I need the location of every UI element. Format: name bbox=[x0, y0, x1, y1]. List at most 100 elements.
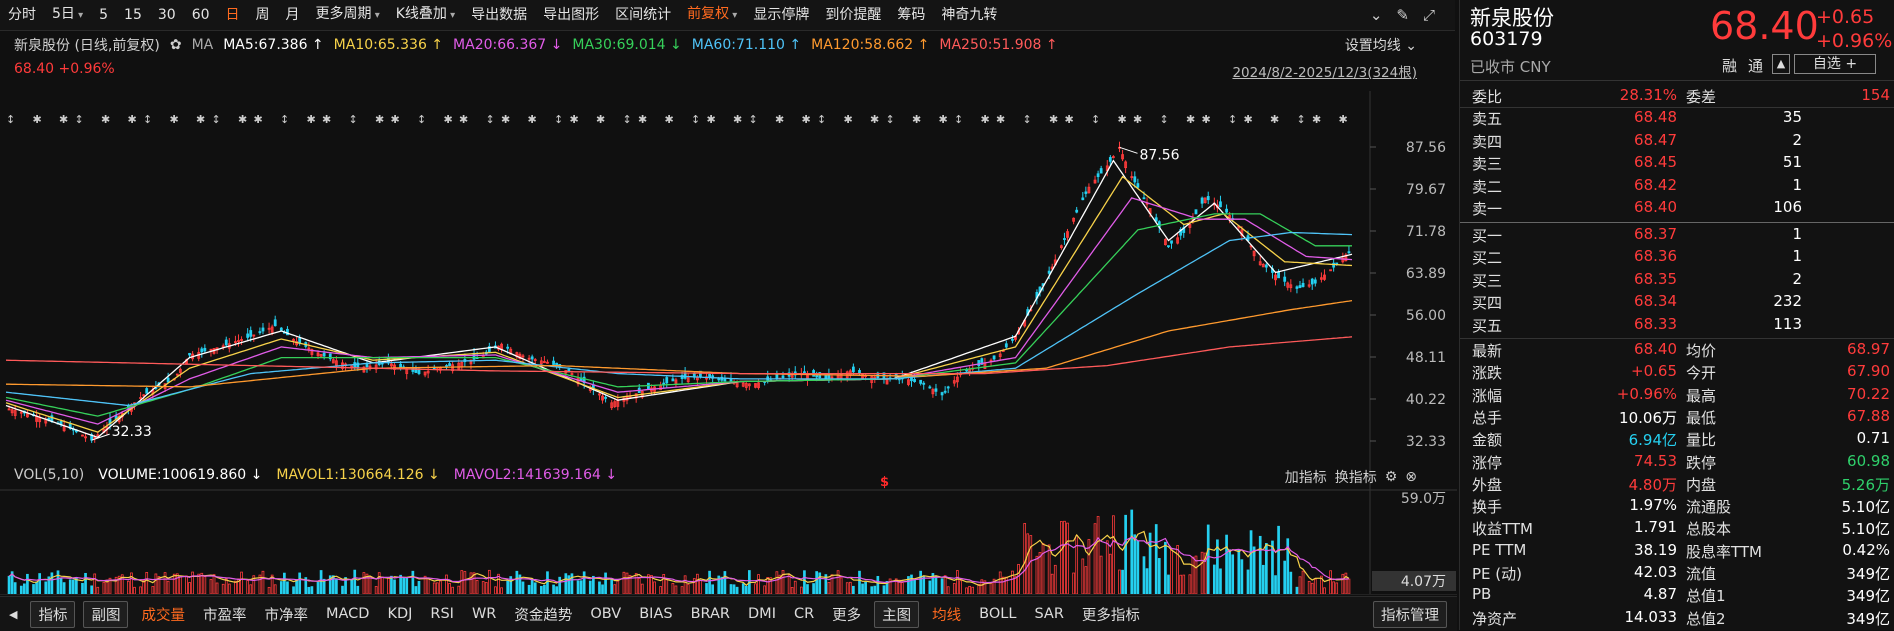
toolbar-item[interactable]: 筹码 bbox=[897, 7, 926, 23]
indicator-button[interactable]: 指标 bbox=[30, 600, 76, 628]
candle-body bbox=[665, 377, 669, 384]
indicator-tab[interactable]: 资金趋势 bbox=[514, 607, 573, 624]
switch-indicator-button[interactable]: 换指标 bbox=[1334, 470, 1377, 486]
candle-body bbox=[1099, 168, 1103, 174]
main-indicator-tab[interactable]: BOLL bbox=[979, 606, 1017, 622]
indicator-tab[interactable]: 更多 bbox=[832, 607, 862, 624]
toolbar-item[interactable]: 更多周期 bbox=[308, 0, 388, 31]
indicator-tab[interactable]: WR bbox=[471, 606, 497, 622]
toolbar-item[interactable]: 分时 bbox=[8, 7, 36, 23]
ask-price: 68.45 bbox=[1634, 153, 1677, 171]
kline-chart-area[interactable]: 新泉股份 (日线,前复权) ✿ MA MA5:67.386 ↑ MA10:65.3… bbox=[0, 31, 1457, 625]
volume-bar bbox=[1121, 569, 1124, 594]
indicator-tab[interactable]: DMI bbox=[748, 606, 776, 622]
indicator-tab[interactable]: 成交量 bbox=[141, 607, 185, 624]
indicator-tab[interactable]: RSI bbox=[430, 606, 454, 622]
volume-chart[interactable]: 59.0万 4.07万 bbox=[0, 489, 1457, 594]
toolbar-item[interactable]: 导出图形 bbox=[543, 7, 600, 23]
toolbar-item[interactable]: 日 bbox=[225, 7, 240, 23]
ma-settings-button[interactable]: 设置均线 ⌄ bbox=[1344, 38, 1417, 54]
event-marker: ✱ bbox=[802, 113, 811, 126]
volume-bar bbox=[435, 582, 439, 594]
volume-bar bbox=[221, 583, 225, 594]
candle-body bbox=[980, 358, 984, 365]
toolbar-item[interactable]: 前复权 bbox=[679, 0, 745, 31]
main-indicator-tab[interactable]: 更多指标 bbox=[1081, 607, 1140, 624]
subchart-button[interactable]: 副图 bbox=[83, 600, 129, 628]
indicator-tab[interactable]: 市净率 bbox=[264, 607, 308, 624]
volume-bar bbox=[616, 580, 620, 594]
candle-body bbox=[744, 383, 748, 388]
stat-label: 跌停 bbox=[1686, 453, 1717, 472]
indicator-tab[interactable]: BRAR bbox=[690, 606, 731, 622]
gear-icon[interactable]: ⚙ bbox=[1384, 469, 1398, 485]
volume-bar bbox=[1060, 521, 1063, 594]
indicator-tab[interactable]: OBV bbox=[590, 606, 622, 622]
candle-body bbox=[1335, 262, 1339, 265]
candle bbox=[1133, 171, 1137, 188]
scroll-left-icon[interactable]: ◀ bbox=[9, 607, 18, 621]
candle bbox=[1011, 335, 1014, 344]
toolbar-item[interactable]: 月 bbox=[285, 7, 300, 23]
indicator-tab[interactable]: BIAS bbox=[639, 606, 673, 622]
indicator-tab[interactable]: KDJ bbox=[387, 606, 413, 622]
toolbar-item[interactable]: 周 bbox=[255, 7, 270, 23]
toolbar-item[interactable]: 神奇九转 bbox=[941, 7, 998, 23]
toolbar-item[interactable]: 5 bbox=[99, 7, 109, 23]
add-indicator-button[interactable]: 加指标 bbox=[1284, 470, 1327, 486]
event-marker: ✱ bbox=[570, 113, 579, 126]
indicator-tab[interactable]: CR bbox=[793, 606, 815, 622]
volume-bar bbox=[362, 572, 366, 594]
indicator-tab[interactable]: 市盈率 bbox=[202, 607, 247, 624]
toolbar-item[interactable]: K线叠加 bbox=[388, 0, 463, 31]
toolbar-item[interactable]: 5日 bbox=[44, 0, 91, 31]
chevron-circle-icon[interactable]: ⌄ bbox=[1369, 6, 1383, 24]
toolbar-item[interactable]: 区间统计 bbox=[615, 7, 672, 23]
toolbar-item[interactable]: 到价提醒 bbox=[825, 7, 882, 23]
stat-value: 10.06万 bbox=[1619, 408, 1677, 427]
toolbar-item[interactable]: 60 bbox=[191, 7, 210, 23]
main-indicator-tab[interactable]: 均线 bbox=[932, 607, 962, 624]
main-indicator-tab[interactable]: SAR bbox=[1034, 606, 1064, 622]
bid-row: 买一 68.37 1 bbox=[1472, 225, 1892, 247]
event-marker: ✱ bbox=[128, 113, 137, 126]
candle-body bbox=[237, 340, 240, 343]
price-chart[interactable]: 87.56 79.67 71.78 63.89 56.00 48.11 40.22 32.33… bbox=[0, 91, 1457, 491]
stat-label: 内盘 bbox=[1686, 475, 1717, 494]
volume-bar bbox=[497, 573, 500, 594]
volume-bar bbox=[766, 577, 770, 594]
candle bbox=[521, 353, 525, 363]
gear-icon[interactable]: ✿ bbox=[169, 37, 182, 53]
toolbar-item[interactable]: 显示停牌 bbox=[753, 7, 810, 23]
event-marker: ↕ bbox=[75, 113, 84, 126]
brush-icon[interactable]: ✎ bbox=[1396, 6, 1409, 24]
volume-bar bbox=[133, 586, 136, 594]
volume-bar bbox=[965, 587, 968, 594]
close-icon[interactable]: ⊗ bbox=[1405, 469, 1417, 485]
bell-icon[interactable]: ▲ bbox=[1772, 54, 1790, 74]
candle bbox=[209, 348, 213, 357]
volume-bar bbox=[1231, 554, 1235, 594]
volume-bar bbox=[509, 576, 513, 594]
bid-label: 买三 bbox=[1472, 271, 1503, 290]
ma-line bbox=[5, 197, 1353, 425]
toolbar-item[interactable]: 导出数据 bbox=[471, 7, 528, 23]
volume-bar bbox=[487, 569, 491, 594]
candle bbox=[19, 410, 23, 419]
indicator-tab[interactable]: MACD bbox=[325, 606, 370, 622]
expand-icon[interactable]: ⤢ bbox=[1422, 6, 1435, 24]
event-marker: ✱ bbox=[665, 113, 674, 126]
event-marker: ✱ bbox=[638, 113, 647, 126]
indicator-manage-button[interactable]: 指标管理 bbox=[1373, 600, 1447, 628]
volume-bar bbox=[1286, 538, 1290, 594]
volume-bar bbox=[567, 575, 571, 594]
toolbar-item[interactable]: 15 bbox=[124, 7, 142, 23]
toolbar-item[interactable]: 30 bbox=[157, 7, 176, 23]
add-watchlist-button[interactable]: 自选 + bbox=[1794, 54, 1876, 74]
main-chart-button[interactable]: 主图 bbox=[874, 600, 920, 628]
candle-body bbox=[533, 359, 537, 362]
event-marker: ↕ bbox=[280, 113, 289, 126]
candle bbox=[1170, 240, 1173, 249]
candle-body bbox=[1347, 251, 1351, 254]
volume-bar bbox=[1099, 555, 1103, 594]
